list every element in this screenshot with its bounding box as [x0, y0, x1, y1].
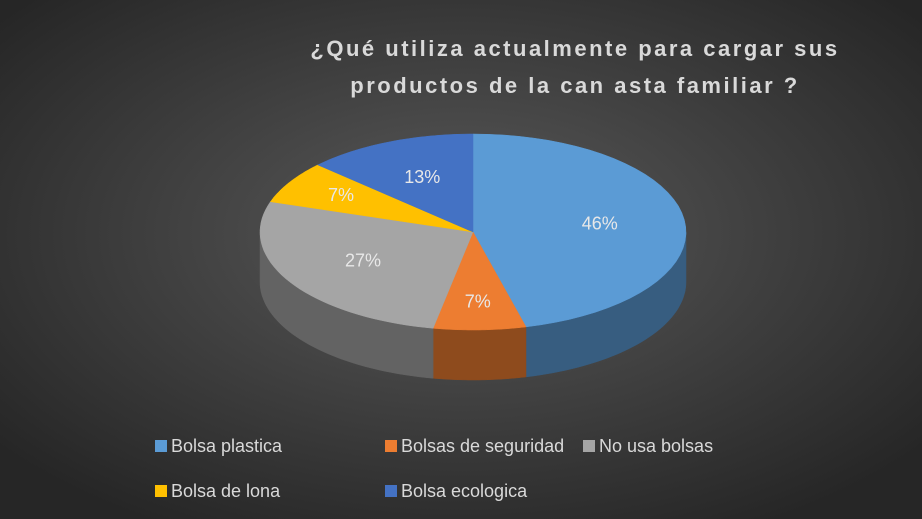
chart-title: ¿Qué utiliza actualmente para cargar sus…: [310, 36, 840, 98]
pie-slice: [259, 201, 474, 329]
legend-label: No usa bolsas: [599, 436, 713, 456]
data-label: 46%: [582, 213, 618, 233]
data-label: 13%: [404, 167, 440, 187]
data-label: 7%: [328, 185, 354, 205]
legend-swatch: [385, 485, 397, 497]
legend-label: Bolsas de seguridad: [401, 436, 564, 456]
legend-swatch: [155, 485, 167, 497]
pie-slice: [317, 133, 474, 233]
legend-swatch: [583, 440, 595, 452]
pie-slice: [432, 231, 527, 331]
legend-label: Bolsa de lona: [171, 481, 281, 501]
data-label: 27%: [345, 251, 381, 271]
pie-slice-side: [432, 326, 527, 381]
legend-swatch: [385, 440, 397, 452]
pie-slice: [269, 164, 474, 233]
pie-slice: [472, 133, 687, 328]
legend-swatch: [155, 440, 167, 452]
legend-label: Bolsa ecologica: [401, 481, 528, 501]
data-label: 7%: [465, 291, 491, 311]
legend-label: Bolsa plastica: [171, 436, 283, 456]
